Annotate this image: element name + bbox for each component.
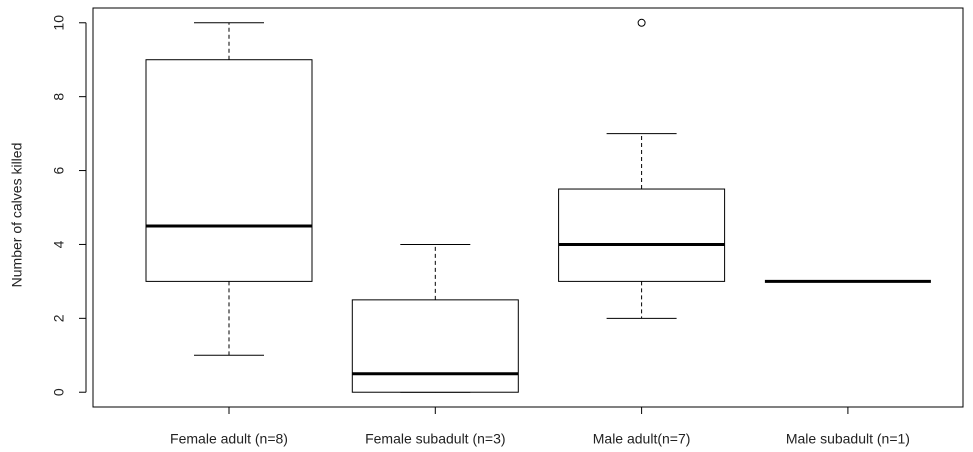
- y-axis-label: Number of calves killed: [9, 143, 25, 288]
- y-tick-label: 0: [51, 388, 67, 396]
- x-tick-label: Female subadult (n=3): [365, 431, 505, 447]
- y-tick-label: 10: [51, 15, 67, 31]
- x-tick-label: Male adult(n=7): [593, 431, 691, 447]
- box: [351, 299, 519, 393]
- y-tick-label: 8: [51, 93, 67, 101]
- x-tick-label: Female adult (n=8): [170, 431, 288, 447]
- y-tick-label: 6: [51, 166, 67, 174]
- y-tick-label: 4: [51, 240, 67, 248]
- box: [558, 188, 726, 282]
- x-tick-label: Male subadult (n=1): [786, 431, 910, 447]
- outlier: [637, 18, 646, 27]
- box: [145, 59, 313, 282]
- y-tick-label: 2: [51, 314, 67, 322]
